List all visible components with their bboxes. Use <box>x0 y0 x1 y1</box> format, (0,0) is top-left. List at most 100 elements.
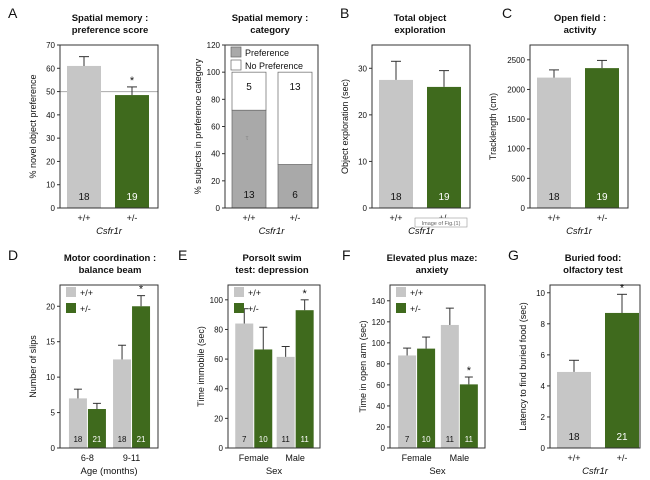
y-tick-label: 20 <box>214 414 223 423</box>
y-tick-label: 10 <box>536 289 545 298</box>
tick-label: +/- <box>617 453 628 463</box>
bar-count-label: 5 <box>246 82 252 93</box>
significance-marker: * <box>130 75 135 87</box>
tick-label: Male <box>450 453 470 463</box>
y-tick-label: 20 <box>358 111 367 120</box>
n-label: 7 <box>242 435 247 444</box>
plot-frame <box>59 284 159 449</box>
y-axis-label: Time immobile (sec) <box>196 326 206 407</box>
bar <box>398 355 417 448</box>
bar <box>379 79 413 208</box>
chart-panel-A: A Spatial memory :preference score 18 +/+ * 1… <box>8 5 159 237</box>
chart-panel-D: D Motor coordination :balance beam 18 21 6-8… <box>8 247 159 477</box>
y-tick-label: 10 <box>46 181 55 190</box>
legend-swatch <box>396 303 406 313</box>
bar <box>254 349 273 448</box>
chart-title: balance beam <box>79 265 142 276</box>
significance-marker: * <box>467 365 472 377</box>
chart-title: Spatial memory : <box>72 13 149 24</box>
tick-label: Male <box>285 453 305 463</box>
y-axis-label: Tracklength (cm) <box>488 93 498 160</box>
y-tick-label: 80 <box>211 95 220 104</box>
x-axis-label: Csfr1r <box>408 226 435 237</box>
x-axis-label: Age (months) <box>80 466 137 477</box>
tick-label: +/+ <box>242 213 255 223</box>
y-tick-label: 100 <box>207 68 221 77</box>
y-tick-label: 5 <box>51 409 56 418</box>
y-tick-label: 70 <box>46 41 55 50</box>
panel-letter: F <box>342 247 351 263</box>
legend-label: No Preference <box>245 61 303 71</box>
y-tick-label: 60 <box>46 64 55 73</box>
bar <box>68 398 87 448</box>
y-axis-label: % novel object preference <box>28 74 38 178</box>
chart-title: category <box>250 25 290 36</box>
tick-label: Female <box>402 453 432 463</box>
x-axis-label: Csfr1r <box>566 226 593 237</box>
bar <box>605 312 639 448</box>
y-tick-label: 0 <box>381 444 386 453</box>
bar <box>459 384 478 448</box>
tick-label: +/- <box>290 213 301 223</box>
bar <box>67 65 101 208</box>
n-label: 11 <box>446 435 455 444</box>
tick-label: 9-11 <box>123 453 140 463</box>
chart-title: exploration <box>394 25 445 36</box>
significance-marker: * <box>303 288 308 300</box>
chart-title: Spatial memory : <box>232 13 309 24</box>
chart-title: Porsolt swim <box>242 253 301 264</box>
bar <box>235 323 254 448</box>
y-tick-label: 100 <box>372 339 386 348</box>
y-tick-label: 10 <box>46 373 55 382</box>
legend-label: +/+ <box>410 288 423 298</box>
legend-swatch <box>230 46 242 58</box>
x-axis-label: Sex <box>429 466 446 477</box>
bar <box>231 71 267 111</box>
plot-frame <box>371 44 471 209</box>
n-label: 18 <box>568 432 580 443</box>
chart-title: Total object <box>394 13 447 24</box>
axis-marker: τ <box>246 135 249 142</box>
n-label: 18 <box>73 435 82 444</box>
y-axis-label: Object exploration (sec) <box>340 79 350 174</box>
plot-frame <box>529 44 629 209</box>
bar <box>113 359 132 448</box>
y-tick-label: 120 <box>207 41 221 50</box>
legend-swatch <box>396 287 406 297</box>
bar-count-label: 13 <box>243 190 255 201</box>
legend-swatch <box>66 303 76 313</box>
bar <box>276 356 295 448</box>
tick-label: +/- <box>127 213 138 223</box>
tick-label: +/- <box>597 213 608 223</box>
n-label: 21 <box>616 432 628 443</box>
n-label: 11 <box>465 435 474 444</box>
bar <box>427 86 461 208</box>
y-tick-label: 0 <box>541 444 546 453</box>
chart-title: activity <box>564 25 597 36</box>
y-tick-label: 1500 <box>507 115 525 124</box>
y-tick-label: 8 <box>541 320 546 329</box>
tick-label: +/+ <box>77 213 90 223</box>
legend-label: +/- <box>410 304 421 314</box>
y-tick-label: 0 <box>521 204 526 213</box>
n-label: 19 <box>438 192 450 203</box>
y-tick-label: 140 <box>372 297 386 306</box>
panel-letter: D <box>8 247 18 263</box>
n-label: 7 <box>405 435 410 444</box>
n-label: 21 <box>137 435 146 444</box>
y-tick-label: 10 <box>358 157 367 166</box>
y-tick-label: 120 <box>372 318 386 327</box>
chart-panel-F: F Elevated plus maze:anxiety 7 10 Female 11 * 1… <box>342 247 486 477</box>
legend-label: +/- <box>248 304 259 314</box>
y-tick-label: 80 <box>376 360 385 369</box>
legend-swatch <box>234 287 244 297</box>
n-label: 18 <box>390 192 402 203</box>
y-tick-label: 80 <box>214 325 223 334</box>
y-tick-label: 40 <box>211 150 220 159</box>
bar <box>417 348 436 448</box>
y-tick-label: 60 <box>214 355 223 364</box>
plot-frame <box>227 284 321 449</box>
chart-title: Buried food: <box>565 253 621 264</box>
